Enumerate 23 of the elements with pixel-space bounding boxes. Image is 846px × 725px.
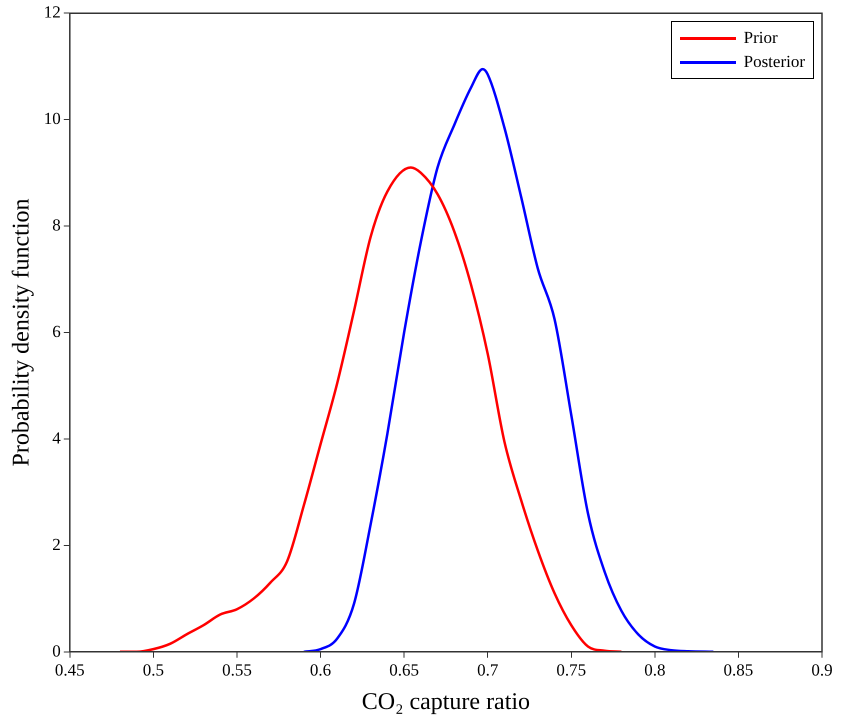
x-tick-label: 0.5	[142, 660, 164, 680]
y-tick-label: 10	[44, 109, 61, 128]
x-tick-label: 0.6	[310, 660, 332, 680]
y-tick-label: 2	[52, 534, 61, 554]
line-series	[118, 166, 623, 652]
x-tick-label: 0.9	[811, 660, 833, 680]
x-tick-label: 0.8	[644, 660, 666, 680]
x-tick-label: 0.45	[54, 660, 85, 680]
y-tick-label: 8	[52, 216, 61, 235]
line-series	[302, 68, 715, 652]
x-axis-title: CO₂ capture ratio	[362, 688, 530, 715]
x-tick-label: 0.75	[556, 660, 586, 680]
legend-label: Posterior	[744, 51, 805, 74]
y-tick-label: 12	[44, 2, 61, 22]
x-tick-label: 0.85	[724, 660, 754, 680]
y-tick-label: 0	[52, 641, 61, 660]
y-tick-label: 4	[52, 428, 62, 448]
x-tick-label: 0.55	[222, 660, 252, 680]
y-axis-title: Probability density function	[8, 198, 35, 466]
y-tick-label: 6	[52, 322, 61, 341]
x-tick-label: 0.7	[477, 660, 499, 680]
legend-label: Prior	[744, 27, 778, 50]
x-tick-label: 0.65	[389, 660, 419, 680]
